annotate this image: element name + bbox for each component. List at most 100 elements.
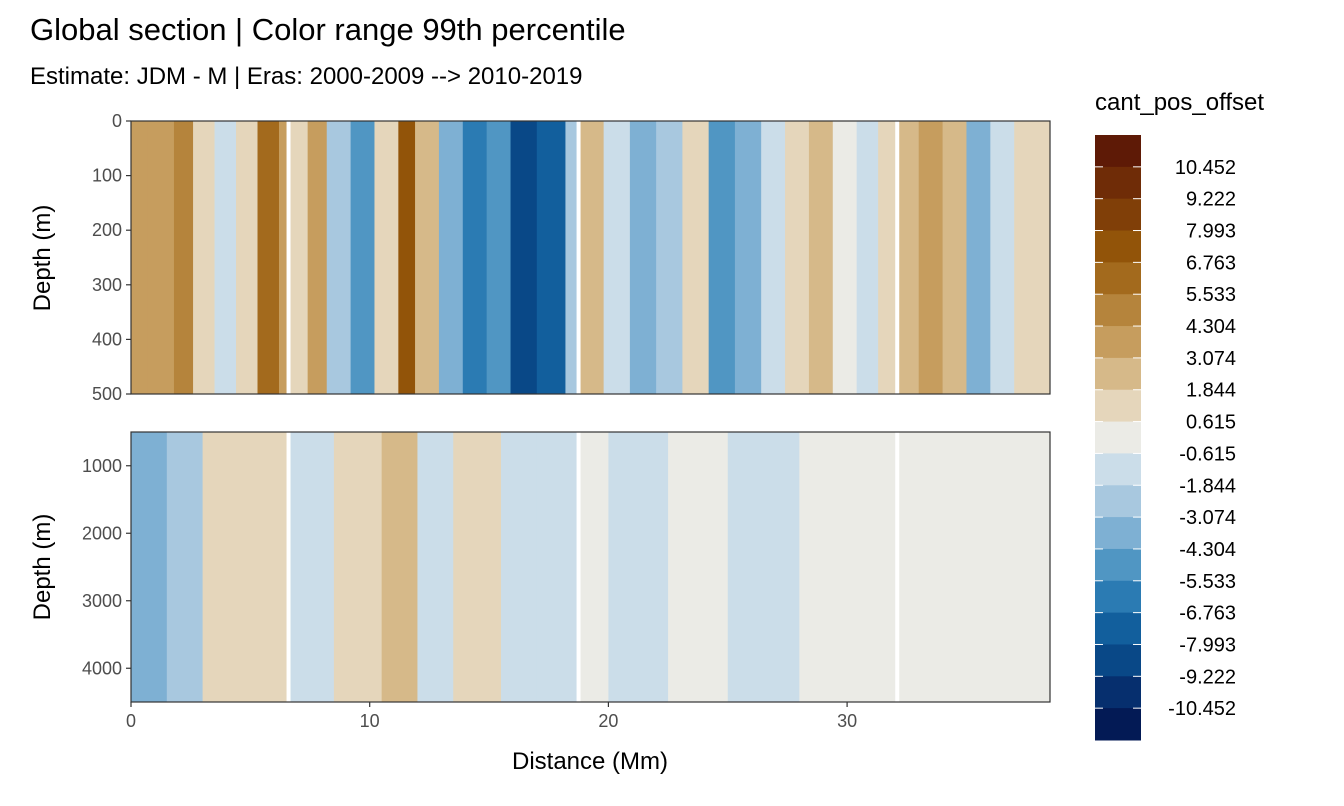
legend-swatch	[1095, 198, 1141, 232]
bottom-field-band	[966, 432, 1050, 702]
bottom-field-band	[578, 432, 610, 702]
legend-swatch	[1095, 294, 1141, 327]
top-field-band	[173, 121, 194, 394]
top-field-band	[656, 121, 683, 394]
legend-swatch	[1095, 262, 1141, 295]
x-axis: 0 10 20 30	[126, 702, 857, 731]
bottom-field-band	[333, 432, 383, 702]
bottom-section-gap	[576, 432, 581, 702]
legend-label: -0.615	[1179, 443, 1236, 465]
top-panel: 0 100 200 300 400 500 Depth (m)	[29, 111, 1051, 404]
legend-swatch	[1095, 166, 1141, 200]
bottom-field-band	[608, 432, 669, 702]
bottom-y-axis: 1000 2000 3000 4000	[82, 456, 131, 678]
top-y-tick-label: 0	[112, 111, 122, 131]
top-section-gap	[895, 121, 900, 394]
top-field-band	[438, 121, 464, 394]
legend-swatch	[1095, 421, 1141, 454]
bottom-y-tick-label: 3000	[82, 591, 122, 611]
top-section-gap	[286, 121, 291, 394]
legend-labels: 10.452 9.222 7.993 6.763 5.533 4.304 3.074 1.84…	[1095, 157, 1236, 720]
top-field-band	[734, 121, 762, 394]
legend-swatch	[1095, 389, 1141, 423]
legend-label: -4.304	[1179, 539, 1236, 561]
top-field-band	[398, 121, 416, 394]
bottom-field-band	[536, 432, 580, 702]
top-field-band	[536, 121, 567, 394]
top-field-band	[510, 121, 538, 394]
top-y-tick-label: 300	[92, 275, 122, 295]
top-field-band	[878, 121, 898, 394]
legend-label: 3.074	[1186, 348, 1236, 370]
top-y-axis: 0 100 200 300 400 500	[92, 111, 131, 404]
top-field-band	[350, 121, 376, 394]
top-y-axis-label: Depth (m)	[29, 205, 56, 312]
bottom-field-band	[847, 432, 898, 702]
legend-swatch	[1095, 644, 1141, 677]
legend-label: -10.452	[1168, 698, 1236, 720]
top-field-band	[565, 121, 580, 394]
bottom-panel: 1000 2000 3000 4000 Depth (m)	[29, 431, 1051, 703]
top-field-band	[193, 121, 216, 394]
x-tick-label: 10	[360, 711, 380, 731]
legend-title: cant_pos_offset	[1095, 89, 1264, 116]
top-field-band	[236, 121, 259, 394]
bottom-field-band	[288, 432, 335, 702]
chart-title: Global section | Color range 99th percen…	[30, 12, 626, 47]
top-field-band	[326, 121, 352, 394]
legend-label: 4.304	[1186, 316, 1236, 338]
legend-label: 6.763	[1186, 252, 1236, 274]
x-tick-label: 20	[598, 711, 618, 731]
top-field-band	[578, 121, 605, 394]
legend-swatch	[1095, 485, 1141, 518]
top-field-band	[832, 121, 858, 394]
bottom-section-gap	[895, 432, 900, 702]
legend-label: 7.993	[1186, 221, 1236, 243]
top-field-band	[856, 121, 879, 394]
top-field-band	[942, 121, 968, 394]
top-panel-fill	[131, 121, 1050, 394]
top-field-band	[147, 121, 175, 394]
top-field-band	[214, 121, 237, 394]
chart-subtitle: Estimate: JDM - M | Eras: 2000-2009 --> …	[30, 63, 582, 90]
legend: cant_pos_offset 10.452 9.222 7.993 6.763 5.5…	[1095, 89, 1264, 741]
legend-label: -7.993	[1179, 634, 1236, 656]
legend-label: 10.452	[1175, 157, 1236, 179]
top-field-band	[486, 121, 512, 394]
bottom-y-axis-label: Depth (m)	[29, 514, 56, 621]
bottom-y-tick-label: 1000	[82, 456, 122, 476]
x-tick-label: 0	[126, 711, 136, 731]
legend-swatch	[1095, 230, 1141, 263]
top-y-tick-label: 100	[92, 166, 122, 186]
top-field-band	[1014, 121, 1050, 394]
legend-swatch	[1095, 326, 1141, 359]
top-field-band	[415, 121, 440, 394]
legend-colorbar	[1095, 135, 1141, 741]
top-field-band	[966, 121, 991, 394]
bottom-field-band	[727, 432, 800, 702]
top-section-gap	[576, 121, 581, 394]
x-tick-label: 30	[837, 711, 857, 731]
legend-swatch	[1095, 357, 1141, 391]
bottom-field-band	[166, 432, 204, 702]
top-y-tick-label: 500	[92, 384, 122, 404]
legend-swatch	[1095, 676, 1141, 709]
top-field-band	[307, 121, 328, 394]
top-field-band	[990, 121, 1015, 394]
top-field-band	[918, 121, 944, 394]
top-y-tick-label: 200	[92, 220, 122, 240]
top-field-band	[761, 121, 786, 394]
legend-swatch	[1095, 517, 1141, 550]
top-field-band	[374, 121, 399, 394]
top-field-band	[708, 121, 736, 394]
bottom-y-tick-label: 2000	[82, 523, 122, 543]
legend-label: 9.222	[1186, 189, 1236, 211]
x-axis-label: Distance (Mm)	[512, 748, 668, 775]
bottom-section-gap	[286, 432, 291, 702]
top-field-band	[278, 121, 290, 394]
bottom-field-band	[381, 432, 419, 702]
top-field-band	[603, 121, 631, 394]
legend-swatch	[1095, 135, 1141, 168]
